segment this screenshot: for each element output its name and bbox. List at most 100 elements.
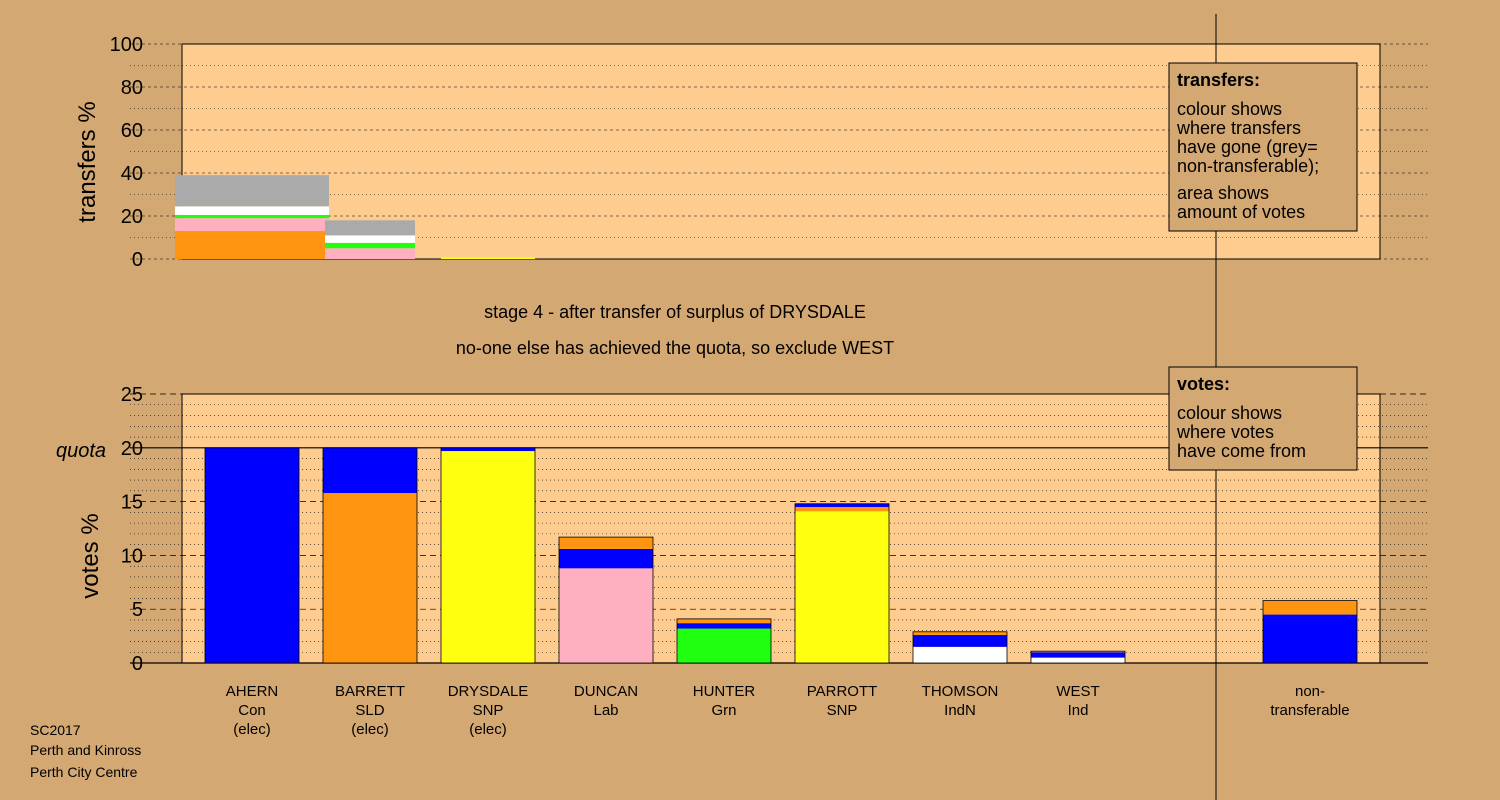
votes-bar-outline <box>794 503 890 664</box>
candidate-label: (elec) <box>233 721 271 738</box>
candidate-label: DRYSDALE <box>448 683 529 700</box>
candidate-label: BARRETT <box>335 683 405 700</box>
candidate-label: DUNCAN <box>574 683 638 700</box>
candidate-label: SLD <box>355 702 384 719</box>
transfers-legend-title: transfers: <box>1177 70 1260 90</box>
votes-y-tick-label: 0 <box>132 653 143 675</box>
votes-legend-title: votes: <box>1177 374 1230 394</box>
transfers-legend-line: where transfers <box>1176 118 1301 138</box>
transfers-bar-segment <box>325 220 415 236</box>
votes-bar-segment <box>205 447 299 663</box>
votes-bar-segment <box>559 568 653 663</box>
transfers-legend-box <box>1168 62 1358 232</box>
candidate-label: PARROTT <box>807 683 878 700</box>
votes-bar-segment <box>1031 652 1125 658</box>
votes-bar-segment <box>795 503 889 507</box>
votes-bar-segment <box>559 537 653 549</box>
votes-bar-segment <box>795 506 889 512</box>
votes-bar-segment <box>323 492 417 663</box>
footer: SC2017 Perth and Kinross Perth City Cent… <box>30 722 141 780</box>
candidate-label: Lab <box>593 702 618 719</box>
votes-bars <box>204 447 1358 664</box>
footer-line: SC2017 <box>30 722 81 738</box>
votes-bar-segment <box>559 548 653 569</box>
votes-bar-segment <box>323 447 417 493</box>
transfers-y-tick-label: 20 <box>121 206 143 228</box>
footer-line: Perth City Centre <box>30 764 138 780</box>
votes-bar-segment <box>795 511 889 663</box>
transfers-y-tick-label: 40 <box>121 163 143 185</box>
transfers-bar-segment <box>175 175 329 207</box>
transfers-y-tick-label: 60 <box>121 120 143 142</box>
votes-bar-segment <box>441 451 535 663</box>
votes-y-axis-label: votes % <box>77 513 104 598</box>
votes-bar-segment <box>677 628 771 663</box>
votes-bar-outline <box>204 447 300 664</box>
votes-bar-outline <box>322 447 418 664</box>
votes-legend: votes: colour shows where votes have com… <box>1168 366 1358 471</box>
transfers-bar-segment <box>175 214 329 219</box>
transfers-bar-segment <box>441 257 535 259</box>
votes-bar-outline <box>912 631 1008 664</box>
votes-legend-line: colour shows <box>1177 403 1282 423</box>
votes-bar-segment <box>677 618 771 624</box>
transfers-bar-segment <box>175 206 329 215</box>
stage-subtitle: no-one else has achieved the quota, so e… <box>456 338 894 358</box>
candidate-label: HUNTER <box>693 683 756 700</box>
candidate-label: transferable <box>1270 702 1349 719</box>
votes-bar-outline <box>558 536 654 664</box>
stage-title: stage 4 - after transfer of surplus of D… <box>484 302 866 322</box>
votes-bar-segment <box>1031 651 1125 653</box>
votes-bar-outline <box>440 447 536 664</box>
transfers-legend-line: colour shows <box>1177 99 1282 119</box>
candidate-label: WEST <box>1056 683 1099 700</box>
transfers-y-tick-label: 100 <box>110 34 143 56</box>
transfers-legend-line: have gone (grey= <box>1177 137 1318 157</box>
votes-y-ticks: 0 5 10 15 20 25 <box>121 384 143 675</box>
votes-y-tick-label: 5 <box>132 599 143 621</box>
votes-y-tick-label: 15 <box>121 492 143 514</box>
votes-legend-line: have come from <box>1177 441 1306 461</box>
votes-bar-outline <box>1262 600 1358 664</box>
candidate-label: Ind <box>1068 702 1089 719</box>
transfers-legend-line: area shows <box>1177 183 1269 203</box>
votes-legend-box <box>1168 366 1358 471</box>
votes-bar-outline <box>676 618 772 664</box>
transfers-bar-segment <box>325 242 415 249</box>
votes-bar-segment <box>1263 614 1357 663</box>
votes-bar-segment <box>913 635 1007 647</box>
transfers-bar-segment <box>175 218 329 232</box>
transfers-y-axis-label: transfers % <box>74 101 101 222</box>
transfers-legend-line: non-transferable); <box>1177 156 1319 176</box>
candidate-label: (elec) <box>469 721 507 738</box>
transfers-y-ticks: 0 20 40 60 80 100 <box>110 34 143 271</box>
transfers-bar-segment <box>325 235 415 243</box>
votes-x-labels: AHERN Con (elec) BARRETT SLD (elec) DRYSDALE SN… <box>226 683 1350 738</box>
transfers-bar-segment <box>175 231 329 259</box>
transfers-y-tick-label: 0 <box>132 249 143 271</box>
transfers-y-tick-label: 80 <box>121 77 143 99</box>
transfers-legend-line: amount of votes <box>1177 202 1305 222</box>
votes-bar-segment <box>913 646 1007 663</box>
votes-y-tick-label: 10 <box>121 545 143 567</box>
candidate-label: SNP <box>473 702 504 719</box>
quota-label: quota <box>56 440 106 462</box>
candidate-label: (elec) <box>351 721 389 738</box>
candidate-label: non- <box>1295 683 1325 700</box>
candidate-label: Grn <box>711 702 736 719</box>
votes-bar-segment <box>441 447 535 452</box>
transfers-legend: transfers: colour shows where transfers … <box>1168 62 1358 232</box>
votes-bar-segment <box>913 631 1007 636</box>
votes-legend-line: where votes <box>1176 422 1274 442</box>
votes-bar-segment <box>1031 657 1125 663</box>
transfers-bar-segment <box>325 248 415 259</box>
candidate-label: THOMSON <box>922 683 999 700</box>
votes-y-tick-label: 20 <box>121 438 143 460</box>
candidate-label: SNP <box>827 702 858 719</box>
transfers-bars <box>175 175 535 259</box>
votes-y-tick-label: 25 <box>121 384 143 406</box>
candidate-label: Con <box>238 702 266 719</box>
votes-bar-segment <box>1263 600 1357 615</box>
candidate-label: AHERN <box>226 683 279 700</box>
